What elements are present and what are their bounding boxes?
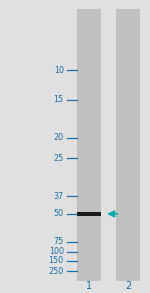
FancyBboxPatch shape: [116, 9, 140, 281]
Text: 25: 25: [54, 154, 64, 163]
Text: 250: 250: [48, 267, 64, 275]
Text: 75: 75: [54, 237, 64, 246]
Text: 50: 50: [54, 209, 64, 218]
Text: 100: 100: [49, 248, 64, 256]
Text: 2: 2: [125, 281, 131, 291]
Text: 150: 150: [49, 256, 64, 265]
Text: 1: 1: [86, 281, 92, 291]
FancyBboxPatch shape: [77, 9, 101, 281]
Text: 20: 20: [54, 133, 64, 142]
Text: 15: 15: [54, 95, 64, 104]
FancyBboxPatch shape: [77, 212, 101, 216]
Text: 37: 37: [54, 192, 64, 201]
Text: 10: 10: [54, 66, 64, 75]
